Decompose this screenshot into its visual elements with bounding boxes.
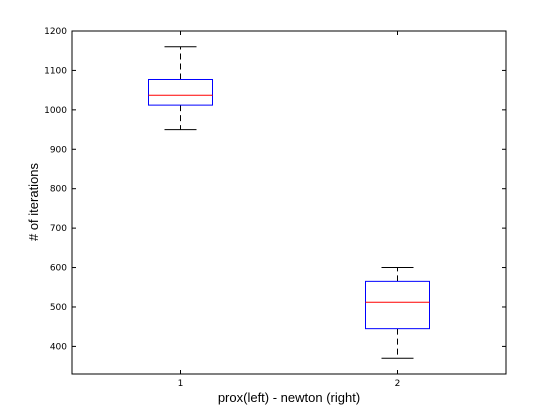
boxplots (148, 46, 430, 359)
y-axis-label: # of iterations (26, 162, 41, 241)
y-tick-label: 1100 (44, 66, 67, 76)
y-tick-label: 1000 (44, 106, 67, 116)
y-tick-label: 700 (50, 224, 67, 234)
y-tick-label: 1200 (44, 27, 67, 37)
x-tick-label: 2 (395, 379, 401, 389)
plot-area (71, 30, 507, 375)
iqr-box (148, 78, 213, 106)
iqr-box (365, 280, 430, 330)
y-tick-label: 500 (50, 303, 67, 313)
x-tick-label: 1 (178, 379, 184, 389)
y-tick-label: 400 (50, 342, 67, 352)
x-axis-label: prox(left) - newton (right) (218, 390, 360, 405)
y-tick-label: 600 (50, 264, 67, 274)
y-axis: 400 500 600 700 800 900 1000 1100 1200 (44, 27, 506, 352)
y-tick-label: 800 (50, 185, 67, 195)
y-tick-label: 900 (50, 145, 67, 155)
